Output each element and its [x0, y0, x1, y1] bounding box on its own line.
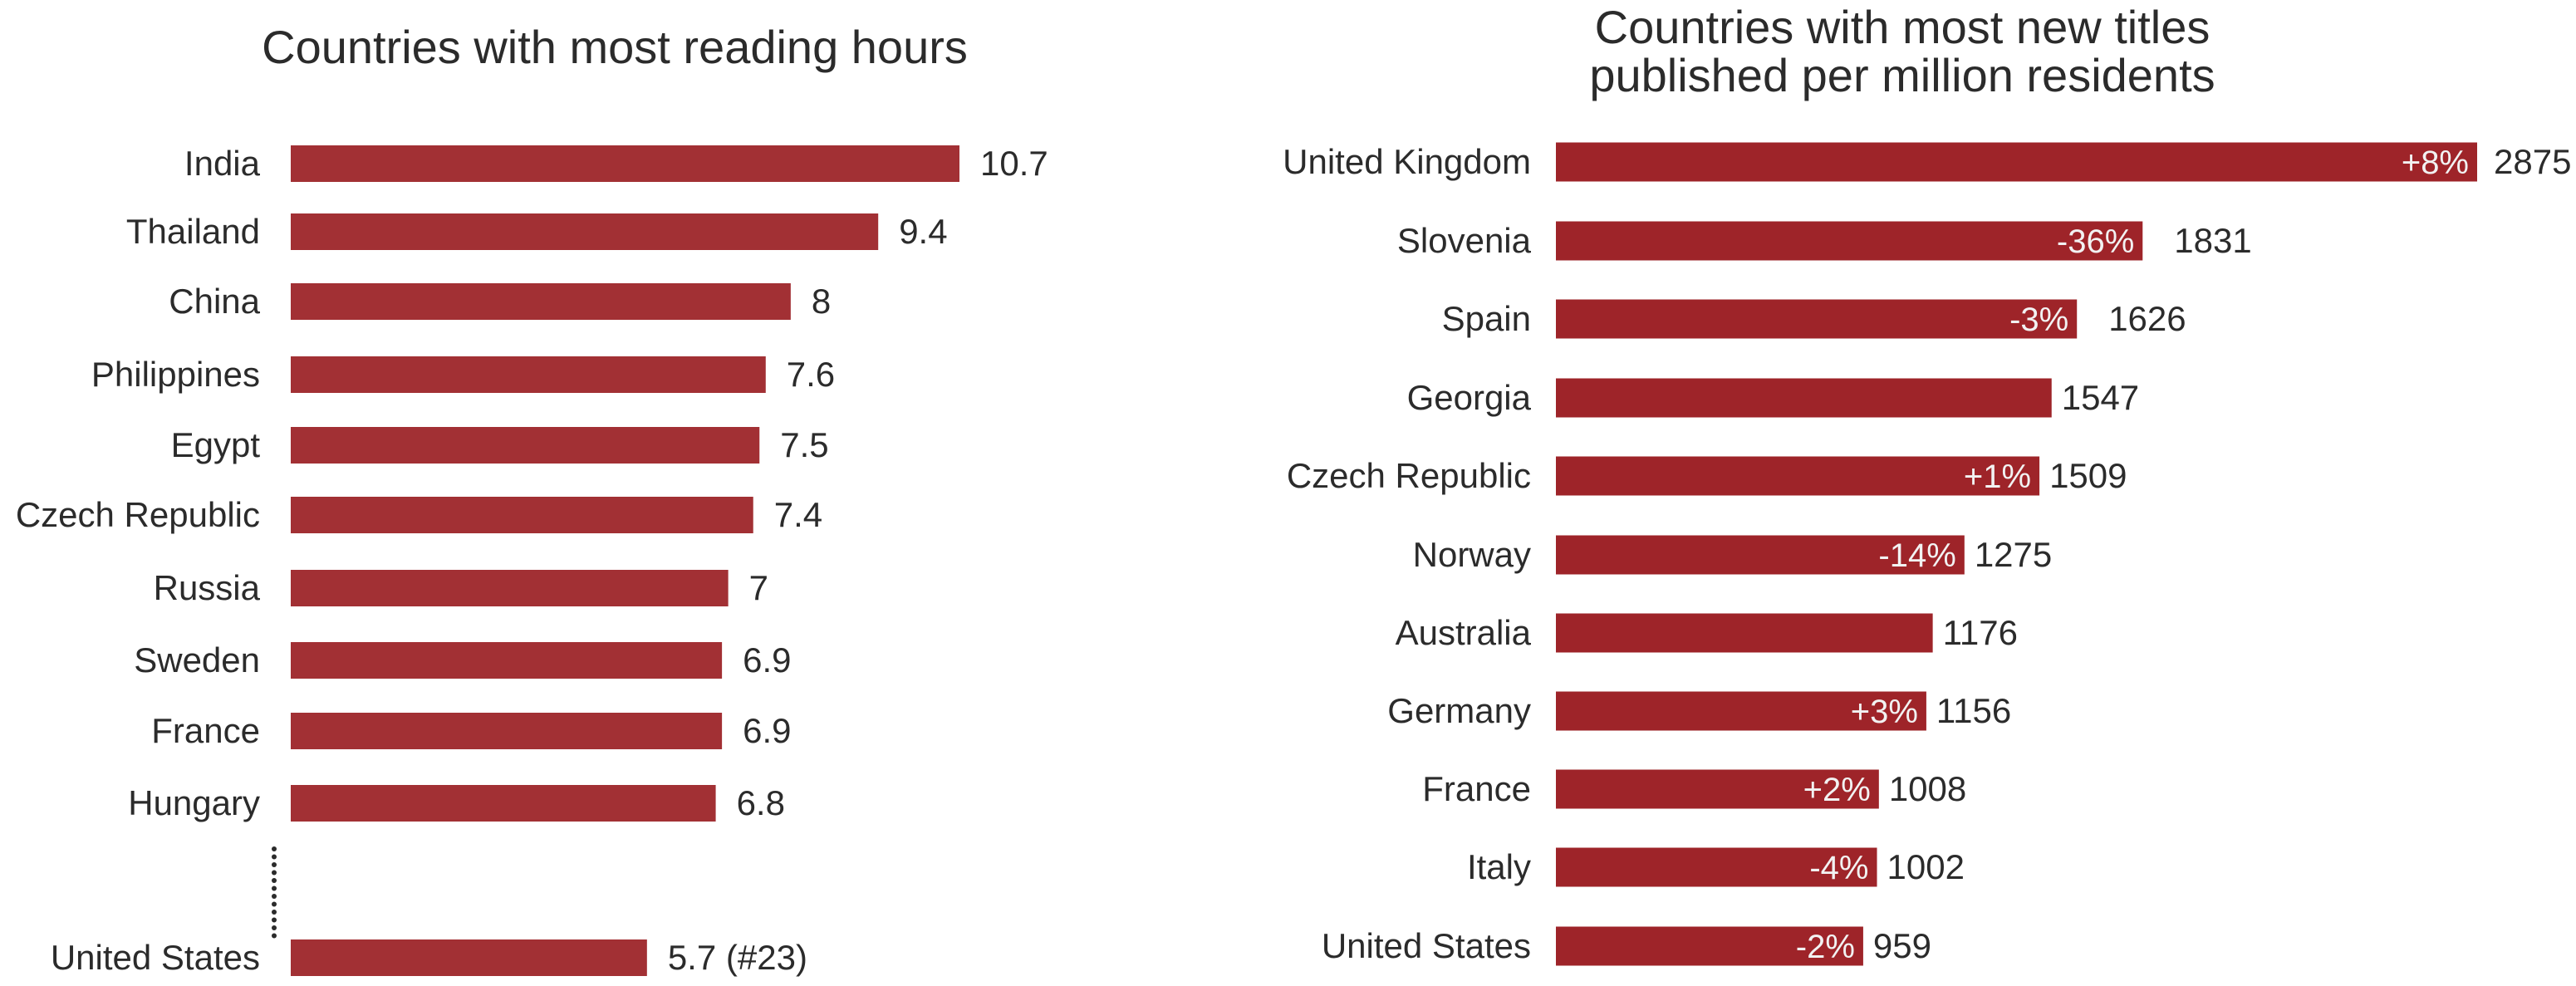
left-value-label: 5.7 (#23): [668, 938, 807, 977]
left-bar: [291, 939, 647, 976]
left-value-label: 6.9: [743, 640, 791, 679]
left-category-label: China: [169, 282, 260, 321]
left-category-label: Egypt: [171, 425, 261, 464]
left-value-label: 7.4: [774, 495, 822, 534]
right-value-label: 1002: [1887, 847, 1965, 886]
right-category-label: United States: [1322, 926, 1531, 965]
right-value-label: 959: [1873, 926, 1931, 965]
right-bar: [1556, 221, 2143, 261]
right-bar: [1556, 691, 1926, 731]
gap-dot: [272, 901, 277, 907]
right-change-label: -4%: [1809, 850, 1868, 886]
right-change-label: +2%: [1803, 772, 1871, 808]
right-bar: [1556, 613, 1933, 653]
left-category-label: Thailand: [126, 212, 260, 251]
gap-dot: [272, 878, 277, 883]
right-value-label: 2875: [2494, 142, 2571, 181]
right-chart-new-titles: United Kingdom +8% 2875 Slovenia -36% 1831 Spa…: [1283, 142, 2571, 966]
left-bar: [291, 427, 760, 464]
gap-dot: [272, 862, 277, 867]
right-bar: [1556, 378, 2052, 418]
right-bar: [1556, 456, 2040, 496]
left-category-label: Philippines: [91, 355, 260, 394]
left-chart-title: Countries with most reading hours: [262, 21, 968, 73]
gap-dot: [272, 854, 277, 860]
left-category-label: Russia: [154, 568, 261, 607]
right-bar: [1556, 769, 1879, 809]
gap-dot: [272, 917, 277, 923]
left-value-label: 7.6: [787, 355, 835, 394]
right-category-label: Georgia: [1407, 378, 1532, 417]
gap-dot: [272, 910, 277, 915]
left-bar: [291, 713, 723, 749]
right-value-label: 1547: [2062, 378, 2139, 417]
left-category-label: United States: [51, 938, 260, 977]
left-bar: [291, 570, 729, 606]
left-bar: [291, 785, 716, 822]
right-bar: [1556, 926, 1863, 966]
left-value-label: 9.4: [899, 212, 947, 251]
left-bar: [291, 642, 723, 679]
gap-dot: [272, 885, 277, 891]
right-category-label: Spain: [1442, 299, 1531, 338]
right-chart-title-line-1: Countries with most new titles: [1595, 1, 2210, 53]
right-chart-title-line-2: published per million residents: [1589, 49, 2215, 101]
right-bar: [1556, 535, 1965, 575]
left-value-label: 6.8: [737, 783, 785, 822]
right-category-label: Italy: [1467, 847, 1531, 886]
left-category-label: Czech Republic: [16, 495, 260, 534]
left-category-label: France: [151, 711, 260, 750]
left-chart-reading-hours: India 10.7 Thailand 9.4 China 8 Philippines 7.6…: [16, 144, 1048, 977]
right-value-label: 1275: [1975, 535, 2052, 574]
left-value-label: 7: [749, 568, 768, 607]
gap-dot: [272, 894, 277, 899]
right-category-label: Germany: [1387, 691, 1531, 730]
right-change-label: -2%: [1796, 929, 1855, 965]
right-value-label: 1176: [1943, 613, 2018, 652]
right-category-label: Norway: [1413, 535, 1531, 574]
right-value-label: 1831: [2174, 221, 2251, 260]
right-value-label: 1626: [2108, 299, 2186, 338]
right-change-label: +3%: [1851, 694, 1918, 730]
left-bar: [291, 213, 879, 250]
left-category-label: Hungary: [128, 783, 260, 822]
right-change-label: +8%: [2402, 145, 2469, 181]
left-category-label: India: [184, 144, 261, 183]
left-bar: [291, 497, 753, 533]
left-value-label: 7.5: [780, 425, 828, 464]
left-bar: [291, 145, 959, 182]
right-category-label: Czech Republic: [1287, 456, 1531, 495]
right-value-label: 1008: [1889, 769, 1966, 808]
right-change-label: -36%: [2057, 223, 2134, 260]
right-value-label: 1156: [1936, 691, 2011, 730]
left-bar: [291, 283, 791, 320]
gap-dot: [272, 846, 277, 851]
gap-dot: [272, 933, 277, 939]
right-bar: [1556, 142, 2477, 182]
right-bar: [1556, 847, 1877, 887]
left-value-label: 6.9: [743, 711, 791, 750]
gap-dot: [272, 870, 277, 876]
left-value-label: 10.7: [980, 144, 1048, 183]
right-change-label: -14%: [1878, 537, 1955, 574]
left-category-label: Sweden: [134, 640, 260, 679]
right-change-label: -3%: [2009, 302, 2068, 338]
right-category-label: United Kingdom: [1283, 142, 1531, 181]
left-value-label: 8: [812, 282, 831, 321]
left-bar: [291, 356, 766, 393]
right-bar: [1556, 299, 2078, 339]
gap-dot: [272, 925, 277, 930]
right-category-label: France: [1422, 769, 1531, 808]
right-change-label: +1%: [1964, 459, 2031, 495]
right-category-label: Slovenia: [1397, 221, 1532, 260]
right-value-label: 1509: [2049, 456, 2127, 495]
right-category-label: Australia: [1396, 613, 1532, 652]
